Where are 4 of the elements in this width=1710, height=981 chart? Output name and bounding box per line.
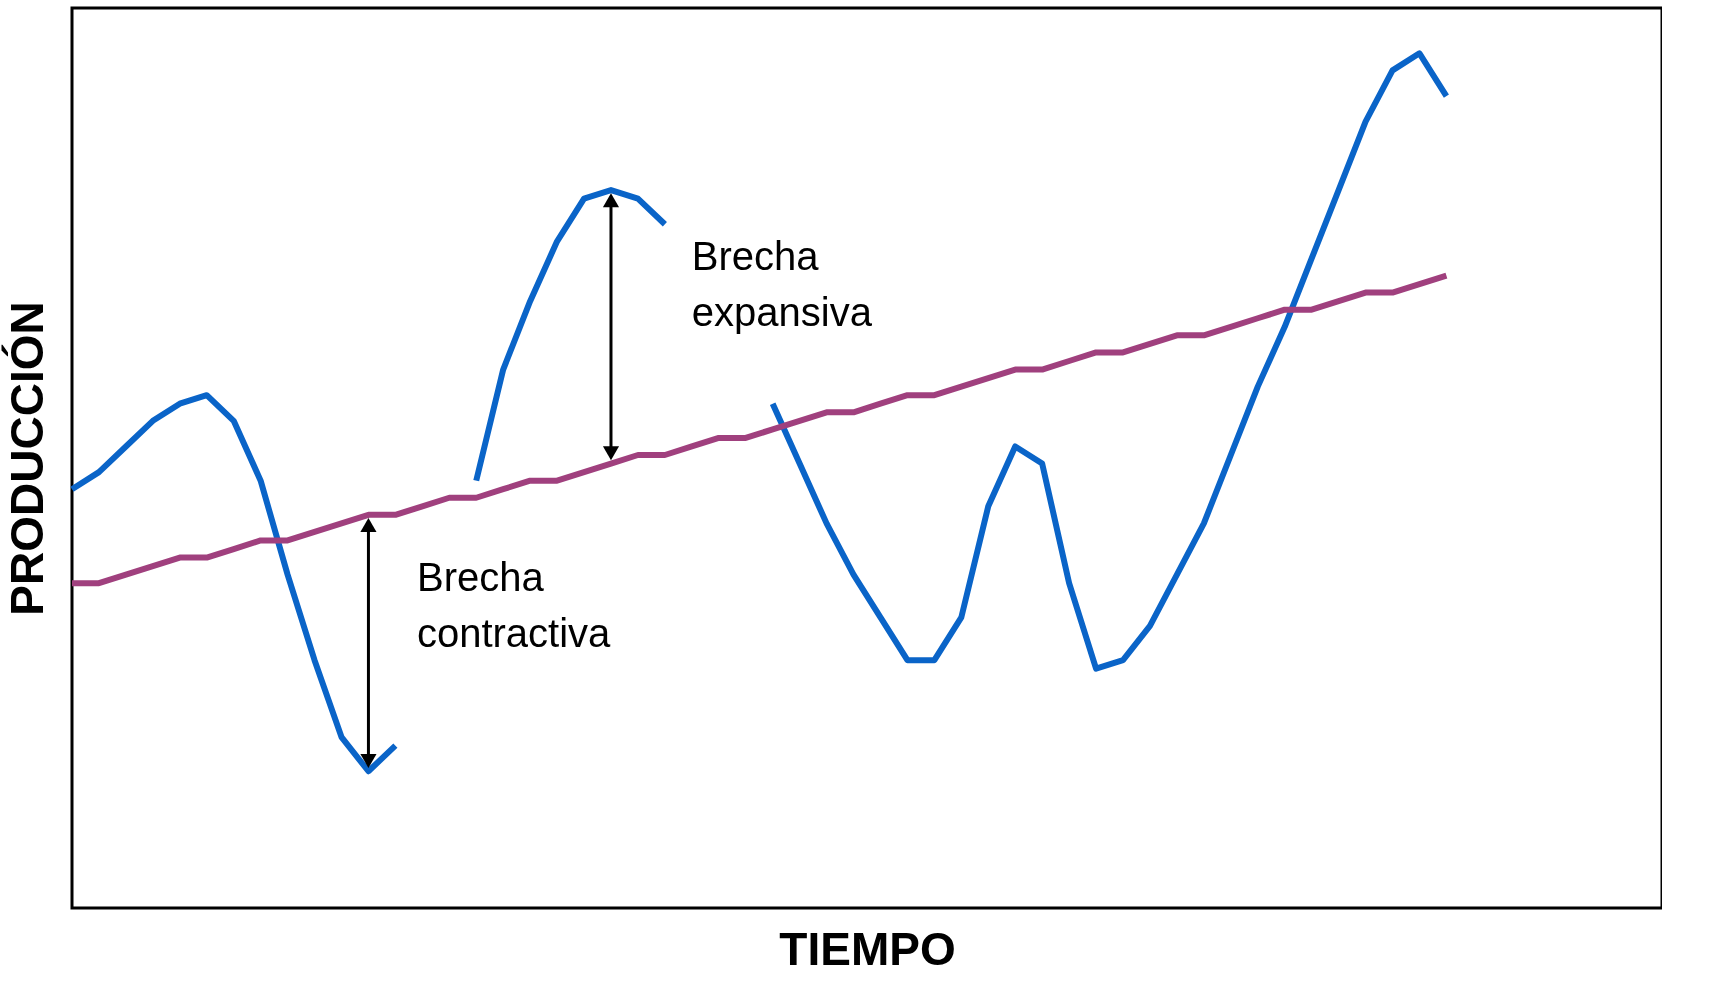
x-axis-title: TIEMPO	[779, 922, 956, 975]
annotation: Brecha expansiva	[691, 234, 873, 335]
y-axis-title: PRODUCCIÓN	[0, 301, 53, 616]
annotation: Brecha contractiva	[416, 554, 612, 655]
